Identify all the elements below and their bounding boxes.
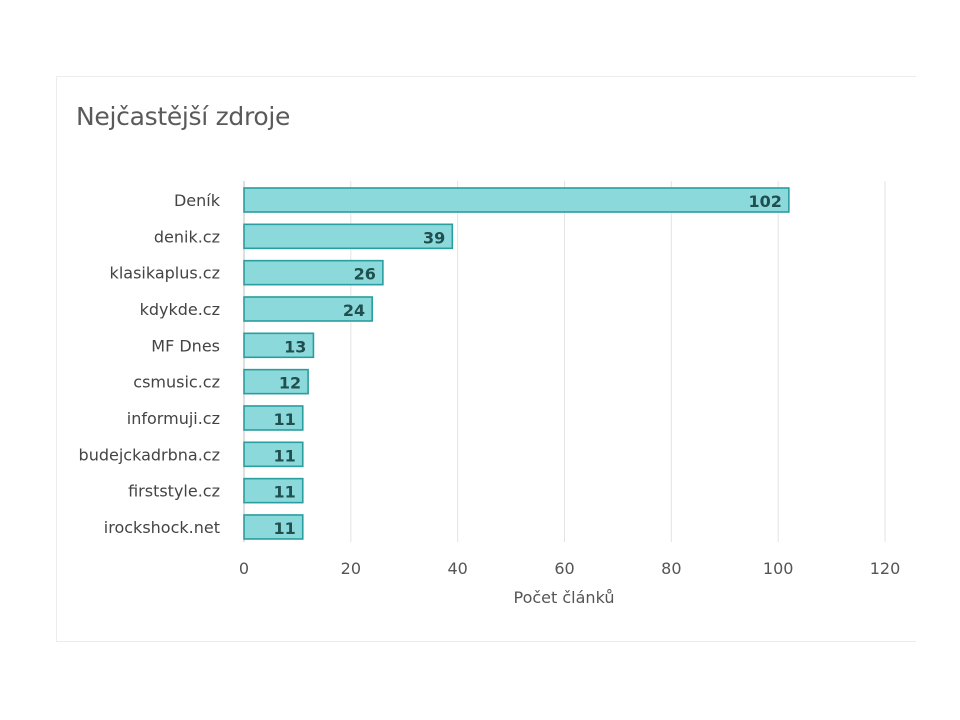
- value-label: 26: [354, 265, 376, 284]
- x-tick-label: 80: [661, 559, 681, 578]
- chart-card: [56, 76, 916, 642]
- bar: [243, 332, 315, 359]
- labels: 0 20 40 60 80 100 120 Deník 102 denik.cz 39 klasika…: [79, 191, 901, 578]
- value-label: 11: [273, 483, 295, 502]
- x-axis-title: Počet článků: [514, 588, 615, 607]
- value-label: 11: [273, 410, 295, 429]
- category-label: klasikaplus.cz: [110, 264, 220, 283]
- x-tick-label: 60: [554, 559, 574, 578]
- category-label: firststyle.cz: [128, 482, 220, 501]
- x-tick-label: 20: [341, 559, 361, 578]
- category-label: budejckadrbna.cz: [79, 445, 220, 464]
- bar: [243, 223, 454, 250]
- value-label: 24: [343, 301, 365, 320]
- grid-lines: [243, 181, 886, 542]
- value-label: 13: [284, 337, 306, 356]
- bar: [243, 514, 304, 540]
- bars: [243, 187, 790, 540]
- category-label: denik.cz: [154, 227, 220, 246]
- x-tick-label: 0: [239, 559, 249, 578]
- chart-title: Nejčastější zdroje: [76, 102, 291, 131]
- value-label: 12: [279, 374, 301, 393]
- x-tick-label: 120: [870, 559, 901, 578]
- value-label: 11: [273, 519, 295, 538]
- value-label: 11: [273, 446, 295, 465]
- bar: [243, 405, 304, 431]
- bar: [243, 296, 373, 322]
- category-label: informuji.cz: [127, 409, 220, 428]
- category-label: irockshock.net: [104, 518, 220, 537]
- bar: [243, 259, 384, 286]
- bar: [243, 441, 304, 468]
- value-label: 39: [423, 228, 445, 247]
- category-label: Deník: [174, 191, 221, 210]
- x-tick-label: 100: [763, 559, 794, 578]
- value-label: 102: [748, 192, 781, 211]
- x-tick-label: 40: [447, 559, 467, 578]
- bar: [243, 368, 309, 395]
- category-label: MF Dnes: [151, 336, 220, 355]
- category-label: csmusic.cz: [133, 373, 220, 392]
- bar: [243, 477, 304, 504]
- category-label: kdykde.cz: [140, 300, 220, 319]
- bar: [243, 187, 790, 213]
